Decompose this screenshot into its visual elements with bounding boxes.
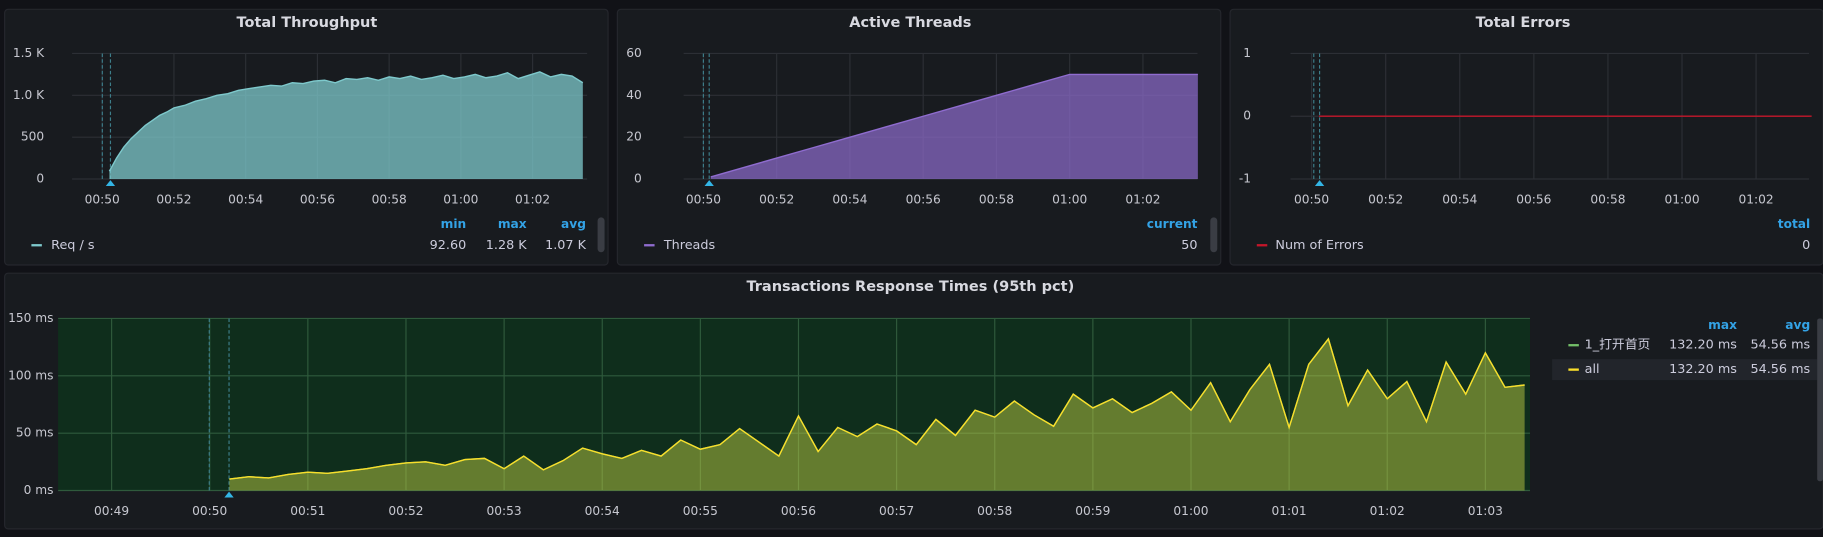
y-tick-label: 1 [1243,46,1251,60]
legend-value: 54.56 ms [1751,338,1811,353]
x-tick-label: 00:58 [979,192,1014,206]
x-tick-label: 00:58 [1590,192,1625,206]
x-tick-label: 00:52 [156,192,191,206]
x-tick-label: 00:58 [977,504,1012,518]
x-tick-label: 00:50 [1294,192,1329,206]
legend-header[interactable]: total [1778,217,1810,231]
annotation-marker [1314,180,1325,186]
x-tick-label: 00:57 [879,504,914,518]
series-area [109,71,583,179]
x-tick-label: 00:59 [1075,504,1110,518]
y-tick-label: 100 ms [8,368,53,382]
x-tick-label: 00:52 [759,192,794,206]
legend-header[interactable]: avg [1785,318,1810,332]
y-tick-label: 50 ms [16,426,54,440]
y-tick-label: 40 [626,88,642,102]
plot-background [58,318,1531,491]
x-tick-label: 01:00 [443,192,478,206]
x-tick-label: 00:56 [300,192,335,206]
legend-value: 132.20 ms [1669,362,1737,377]
legend-value: 132.20 ms [1669,338,1737,353]
series-line [108,71,584,172]
scrollbar [1210,217,1218,253]
x-tick-label: 00:52 [1368,192,1403,206]
x-tick-label: 00:56 [1516,192,1551,206]
y-tick-label: 1.0 K [13,88,45,102]
x-tick-label: 00:56 [906,192,941,206]
legend-label[interactable]: 1_打开首页 [1585,338,1651,353]
y-tick-label: 0 ms [24,483,54,497]
x-tick-label: 01:02 [1370,504,1405,518]
annotation-marker [704,180,714,186]
x-tick-label: 00:54 [585,504,620,518]
panel-title: Total Errors [1476,15,1571,31]
x-tick-label: 00:54 [1442,192,1477,206]
y-tick-label: 60 [626,46,642,60]
legend-label[interactable]: Num of Errors [1275,238,1364,253]
x-tick-label: 00:54 [228,192,263,206]
legend-row-highlight [1552,359,1818,381]
panel-title: Active Threads [849,15,971,31]
x-tick-label: 00:55 [683,504,718,518]
legend-value: 54.56 ms [1751,362,1811,377]
legend-header[interactable]: current [1147,217,1198,231]
x-tick-label: 00:50 [85,192,120,206]
x-tick-label: 01:00 [1173,504,1208,518]
x-tick-label: 00:50 [192,504,227,518]
x-tick-label: 01:01 [1272,504,1307,518]
legend-label[interactable]: Req / s [51,238,95,253]
legend-header[interactable]: max [1708,318,1737,332]
series-area [229,338,1525,491]
y-tick-label: 1.5 K [13,46,45,60]
y-tick-label: 500 [21,130,44,144]
panel [1229,8,1823,266]
x-tick-label: 00:51 [290,504,325,518]
x-tick-label: 01:02 [1739,192,1774,206]
x-tick-label: 00:54 [832,192,867,206]
legend-header[interactable]: max [498,217,527,231]
x-tick-label: 01:02 [1125,192,1160,206]
y-tick-label: 0 [36,172,44,186]
x-tick-label: 01:00 [1052,192,1087,206]
x-tick-label: 00:58 [372,192,407,206]
series-line [229,337,1525,480]
series-area [710,74,1198,179]
y-tick-label: 0 [634,172,642,186]
legend-value: 50 [1181,238,1197,253]
panel-title: Transactions Response Times (95th pct) [746,279,1074,295]
y-tick-label: 0 [1243,109,1251,123]
legend-label[interactable]: all [1585,362,1600,377]
x-tick-label: 01:00 [1664,192,1699,206]
legend-header[interactable]: avg [561,217,586,231]
panel-title: Total Throughput [237,15,378,31]
legend-label[interactable]: Threads [663,238,716,253]
x-tick-label: 01:03 [1468,504,1503,518]
y-tick-label: 150 ms [8,311,53,325]
y-tick-label: -1 [1239,172,1251,186]
x-tick-label: 00:53 [487,504,522,518]
scrollbar [1817,318,1823,482]
legend-value: 0 [1802,238,1810,253]
annotation-marker [105,180,116,186]
scrollbar [597,217,605,253]
legend-value: 1.28 K [486,238,527,253]
legend-value: 92.60 [430,238,467,253]
x-tick-label: 00:56 [781,504,816,518]
x-tick-label: 01:02 [515,192,550,206]
legend-value: 1.07 K [545,238,586,253]
legend-header[interactable]: min [441,217,467,231]
series-area [229,338,1525,491]
x-tick-label: 00:49 [94,504,129,518]
x-tick-label: 00:52 [388,504,423,518]
x-tick-label: 00:50 [686,192,721,206]
y-tick-label: 20 [626,130,642,144]
annotation-marker [224,491,234,498]
series-line [710,73,1198,178]
